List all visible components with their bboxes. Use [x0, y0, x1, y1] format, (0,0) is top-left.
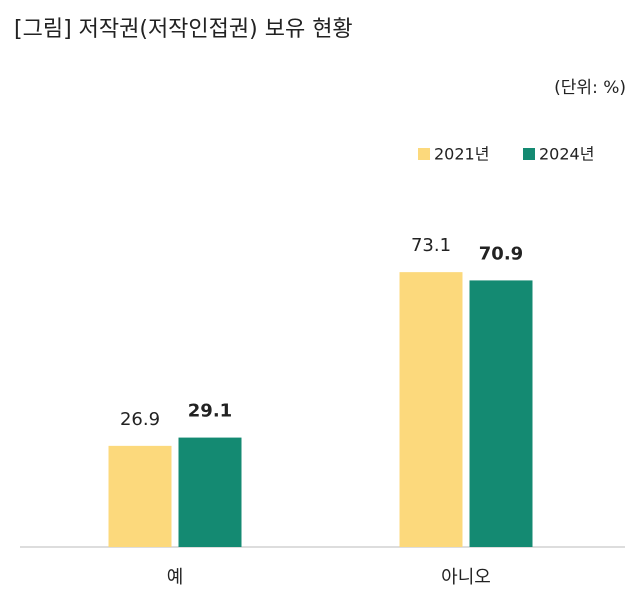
bar	[399, 272, 463, 547]
bar	[178, 437, 242, 547]
x-tick-label: 아니오	[441, 567, 491, 588]
bar	[108, 445, 172, 547]
x-tick-label: 예	[167, 567, 184, 588]
legend-label: 2021년	[434, 145, 489, 164]
unit-label: (단위: %)	[554, 78, 626, 98]
data-label: 26.9	[120, 409, 160, 430]
legend-label: 2024년	[539, 145, 594, 164]
data-label: 29.1	[188, 401, 232, 422]
data-label: 73.1	[411, 235, 451, 256]
bar	[469, 280, 533, 547]
legend-swatch	[523, 148, 535, 160]
legend-swatch	[418, 148, 430, 160]
chart-title: [그림] 저작권(저작인접권) 보유 현황	[14, 17, 353, 42]
data-label: 70.9	[479, 243, 523, 264]
